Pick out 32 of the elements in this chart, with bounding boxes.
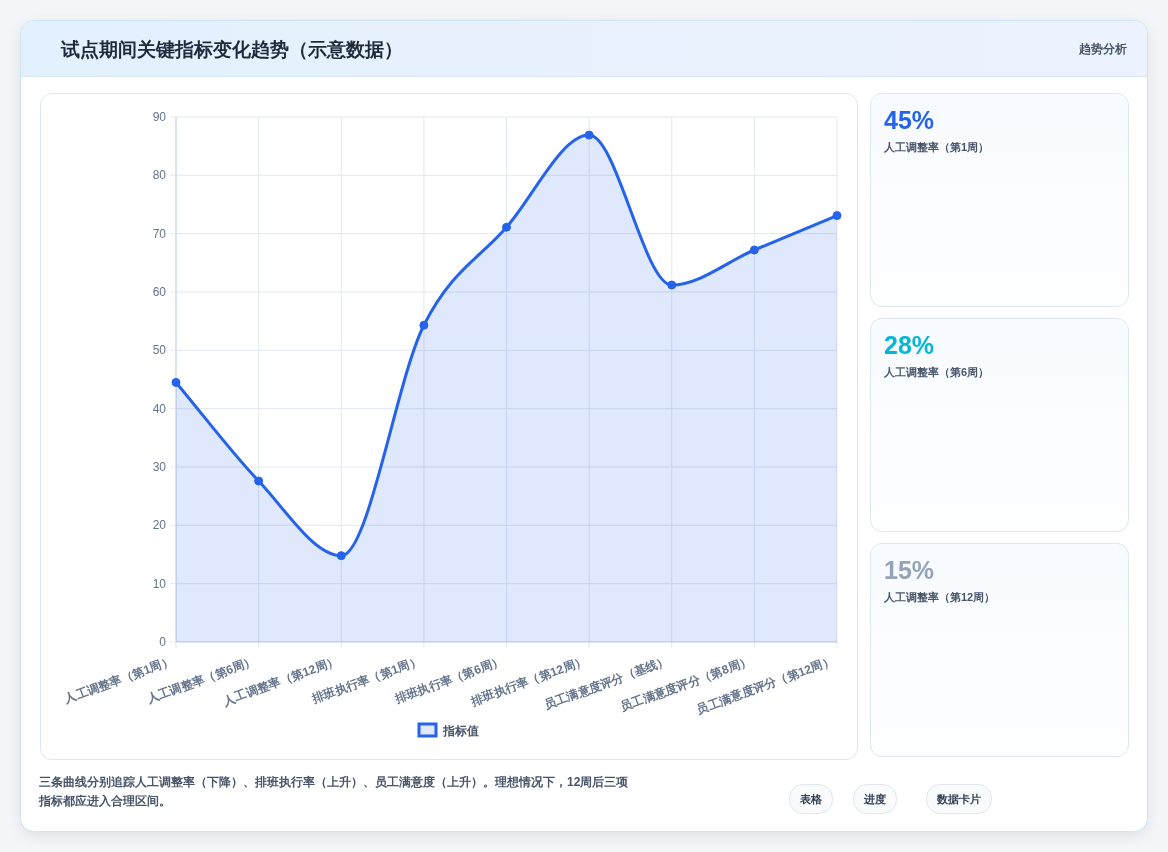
text: 人工调整率（第1周） [884,140,990,155]
point [667,280,677,290]
y-tick-label: 20 [152,518,167,533]
text: 数据卡片 [926,784,992,814]
point [832,211,842,221]
text: 进度 [853,784,897,814]
point [254,476,264,486]
y-tick-label: 70 [152,226,167,241]
text: 28% [884,331,935,360]
y-tick-label: 60 [152,285,167,299]
text: 人工调整率（第12周） [884,590,996,605]
text: 15% [884,556,935,585]
text: 三条曲线分别追踪人工调整率（下降）、排班执行率（上升）、员工满意度（上升）。理想情况下，12周后三项指标都应进入合理区间。 [39,774,630,810]
point [419,320,429,330]
y-tick-label: 30 [152,460,167,474]
point [584,130,594,140]
y-tick-label: 0 [159,635,167,649]
y-tick-label: 90 [152,110,167,124]
text: 趋势分析 [1079,41,1127,58]
point [171,377,181,387]
legend-label: 指标值 [442,724,479,738]
text: 表格 [789,784,833,814]
y-tick-label: 40 [152,401,167,416]
y-tick-label: 10 [152,576,167,591]
point [749,245,759,255]
point [502,222,511,232]
text: 45% [884,106,935,135]
y-tick-label: 50 [152,343,167,358]
y-tick-label: 80 [152,168,167,183]
text: 人工调整率（第6周） [884,365,990,380]
chart-title: 试点期间关键指标变化趋势（示意数据） [61,38,403,62]
point [336,551,346,561]
